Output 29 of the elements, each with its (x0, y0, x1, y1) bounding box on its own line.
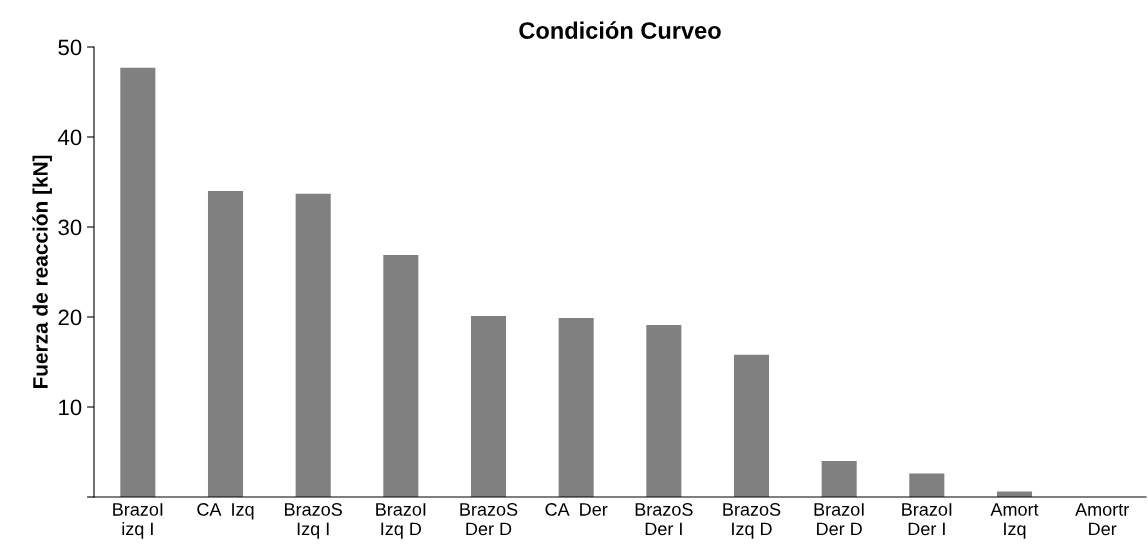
y-tick-label: 30 (58, 219, 82, 236)
bar (470, 316, 507, 497)
x-tick-label: BrazoI izq I (113, 503, 163, 539)
x-tick-label: BrazoI Der I (902, 503, 952, 536)
bar (558, 317, 594, 497)
x-tick-label: BrazoI Izq D (376, 503, 426, 539)
y-tick-label: 10 (59, 399, 82, 416)
x-tick-label: CA Der (545, 503, 608, 516)
y-axis-title: Fuerza de reacción [kN] (32, 155, 52, 389)
x-tick-label: BrazoS Izq I (285, 503, 342, 539)
chart-title: Condición Curveo (519, 21, 721, 39)
y-tick-label: 50 (58, 39, 82, 56)
x-tick-label: Amort Izq (990, 503, 1039, 539)
bar (909, 473, 945, 497)
x-tick-label: BrazoS Der I (635, 503, 693, 536)
bar (207, 191, 244, 497)
bar (295, 193, 331, 497)
x-tick-label: BrazoS Izq D (723, 503, 781, 539)
bar (821, 461, 857, 497)
x-tick-label: Amortr Der (1075, 503, 1129, 536)
x-tick-label: CA Izq (197, 503, 254, 520)
x-tick-label: BrazoI Der D (814, 503, 864, 536)
bar (383, 254, 419, 497)
y-tick-label: 40 (57, 129, 82, 146)
bar (733, 354, 770, 497)
bar (120, 67, 156, 497)
x-tick-label: BrazoS Der D (460, 503, 518, 536)
bar (646, 325, 682, 497)
y-tick-label: 20 (58, 309, 82, 326)
